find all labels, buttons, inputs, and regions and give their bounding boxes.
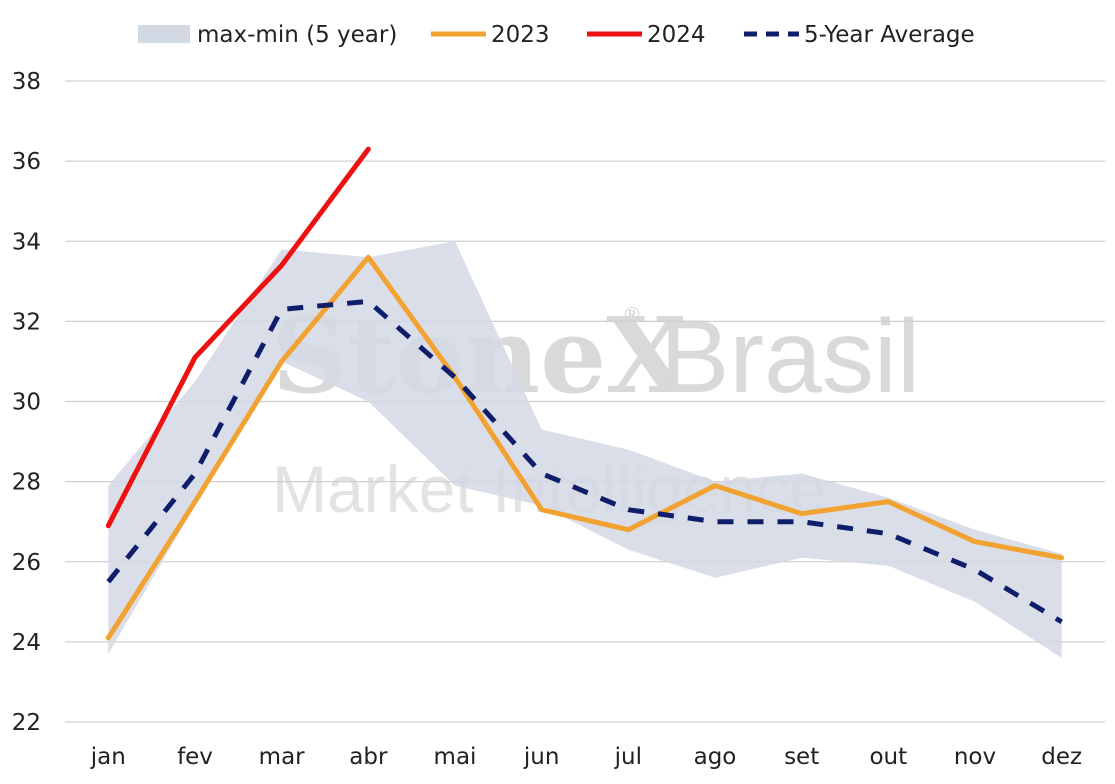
legend: max-min (5 year) 2023 2024 5-Year Average [138,22,975,48]
y-tick-label-38: 38 [12,69,41,95]
watermark-brand-suffix: Brasil [660,299,920,415]
x-tick-label-mai: mai [434,744,477,770]
y-tick-label-36: 36 [12,149,41,175]
y-tick-label-24: 24 [12,630,41,656]
x-axis: jan fev mar abr mai jun jul ago set out nov dez [90,744,1082,770]
x-tick-label-ago: ago [694,744,737,770]
y-tick-label-30: 30 [12,390,41,416]
y-axis: 22 24 26 28 30 32 34 36 38 [12,69,41,736]
x-tick-label-jan: jan [90,744,126,770]
x-tick-label-mar: mar [259,744,305,770]
legend-label-5-year-average: 5-Year Average [804,22,975,48]
legend-swatch-band [138,25,190,43]
y-tick-label-34: 34 [12,229,41,255]
series-line-2024 [105,146,371,529]
x-tick-label-out: out [869,744,907,770]
x-tick-label-fev: fev [177,744,213,770]
legend-label-2023: 2023 [491,22,550,48]
y-tick-label-32: 32 [12,309,41,335]
series-line-2023 [105,254,1065,641]
x-tick-label-abr: abr [349,744,388,770]
band-layer [108,241,1062,658]
y-tick-label-28: 28 [12,470,41,496]
y-tick-label-22: 22 [12,710,41,736]
legend-label-2024: 2024 [647,22,706,48]
series-layer [105,146,1065,641]
x-tick-label-nov: nov [954,744,996,770]
x-tick-label-jun: jun [523,744,560,770]
x-tick-label-set: set [784,744,819,770]
x-tick-label-dez: dez [1041,744,1082,770]
legend-label-band: max-min (5 year) [197,22,397,48]
x-tick-label-jul: jul [614,744,642,770]
watermark-registered: ® [622,303,642,327]
series-line-5-year-average [106,298,1063,624]
y-tick-label-26: 26 [12,550,41,576]
band-max-min [108,241,1062,658]
